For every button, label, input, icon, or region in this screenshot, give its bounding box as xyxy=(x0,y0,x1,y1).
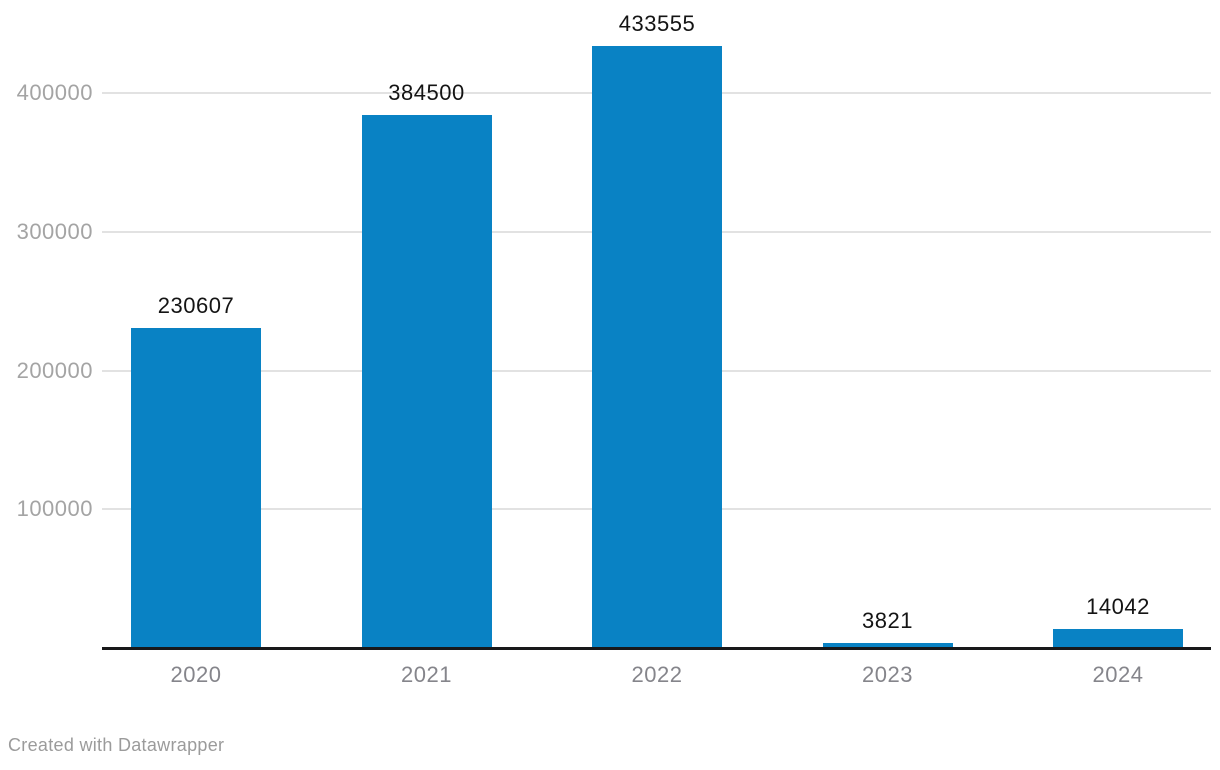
bar-value-label: 230607 xyxy=(157,293,235,319)
x-tick-label: 2021 xyxy=(401,662,452,687)
datawrapper-credit[interactable]: Created with Datawrapper xyxy=(8,735,225,755)
x-axis-line xyxy=(102,647,1211,650)
y-tick-label: 300000 xyxy=(16,218,93,244)
bar-value-label: 384500 xyxy=(388,79,465,105)
bar-value-label: 3821 xyxy=(862,607,913,633)
bar xyxy=(592,46,722,648)
y-tick-label: 400000 xyxy=(16,80,93,105)
bar xyxy=(131,328,261,648)
x-tick-label: 2020 xyxy=(170,662,222,687)
bar xyxy=(822,642,953,648)
bar xyxy=(1053,628,1183,648)
y-tick-label: 100000 xyxy=(16,496,93,522)
x-tick-label: 2023 xyxy=(862,662,913,687)
bar-value-label: 14042 xyxy=(1086,593,1150,619)
bar xyxy=(361,114,492,648)
x-tick-label: 2024 xyxy=(1092,662,1144,687)
x-tick-label: 2022 xyxy=(631,662,683,687)
bar-value-label: 433555 xyxy=(618,11,696,37)
y-tick-label: 200000 xyxy=(16,357,93,383)
